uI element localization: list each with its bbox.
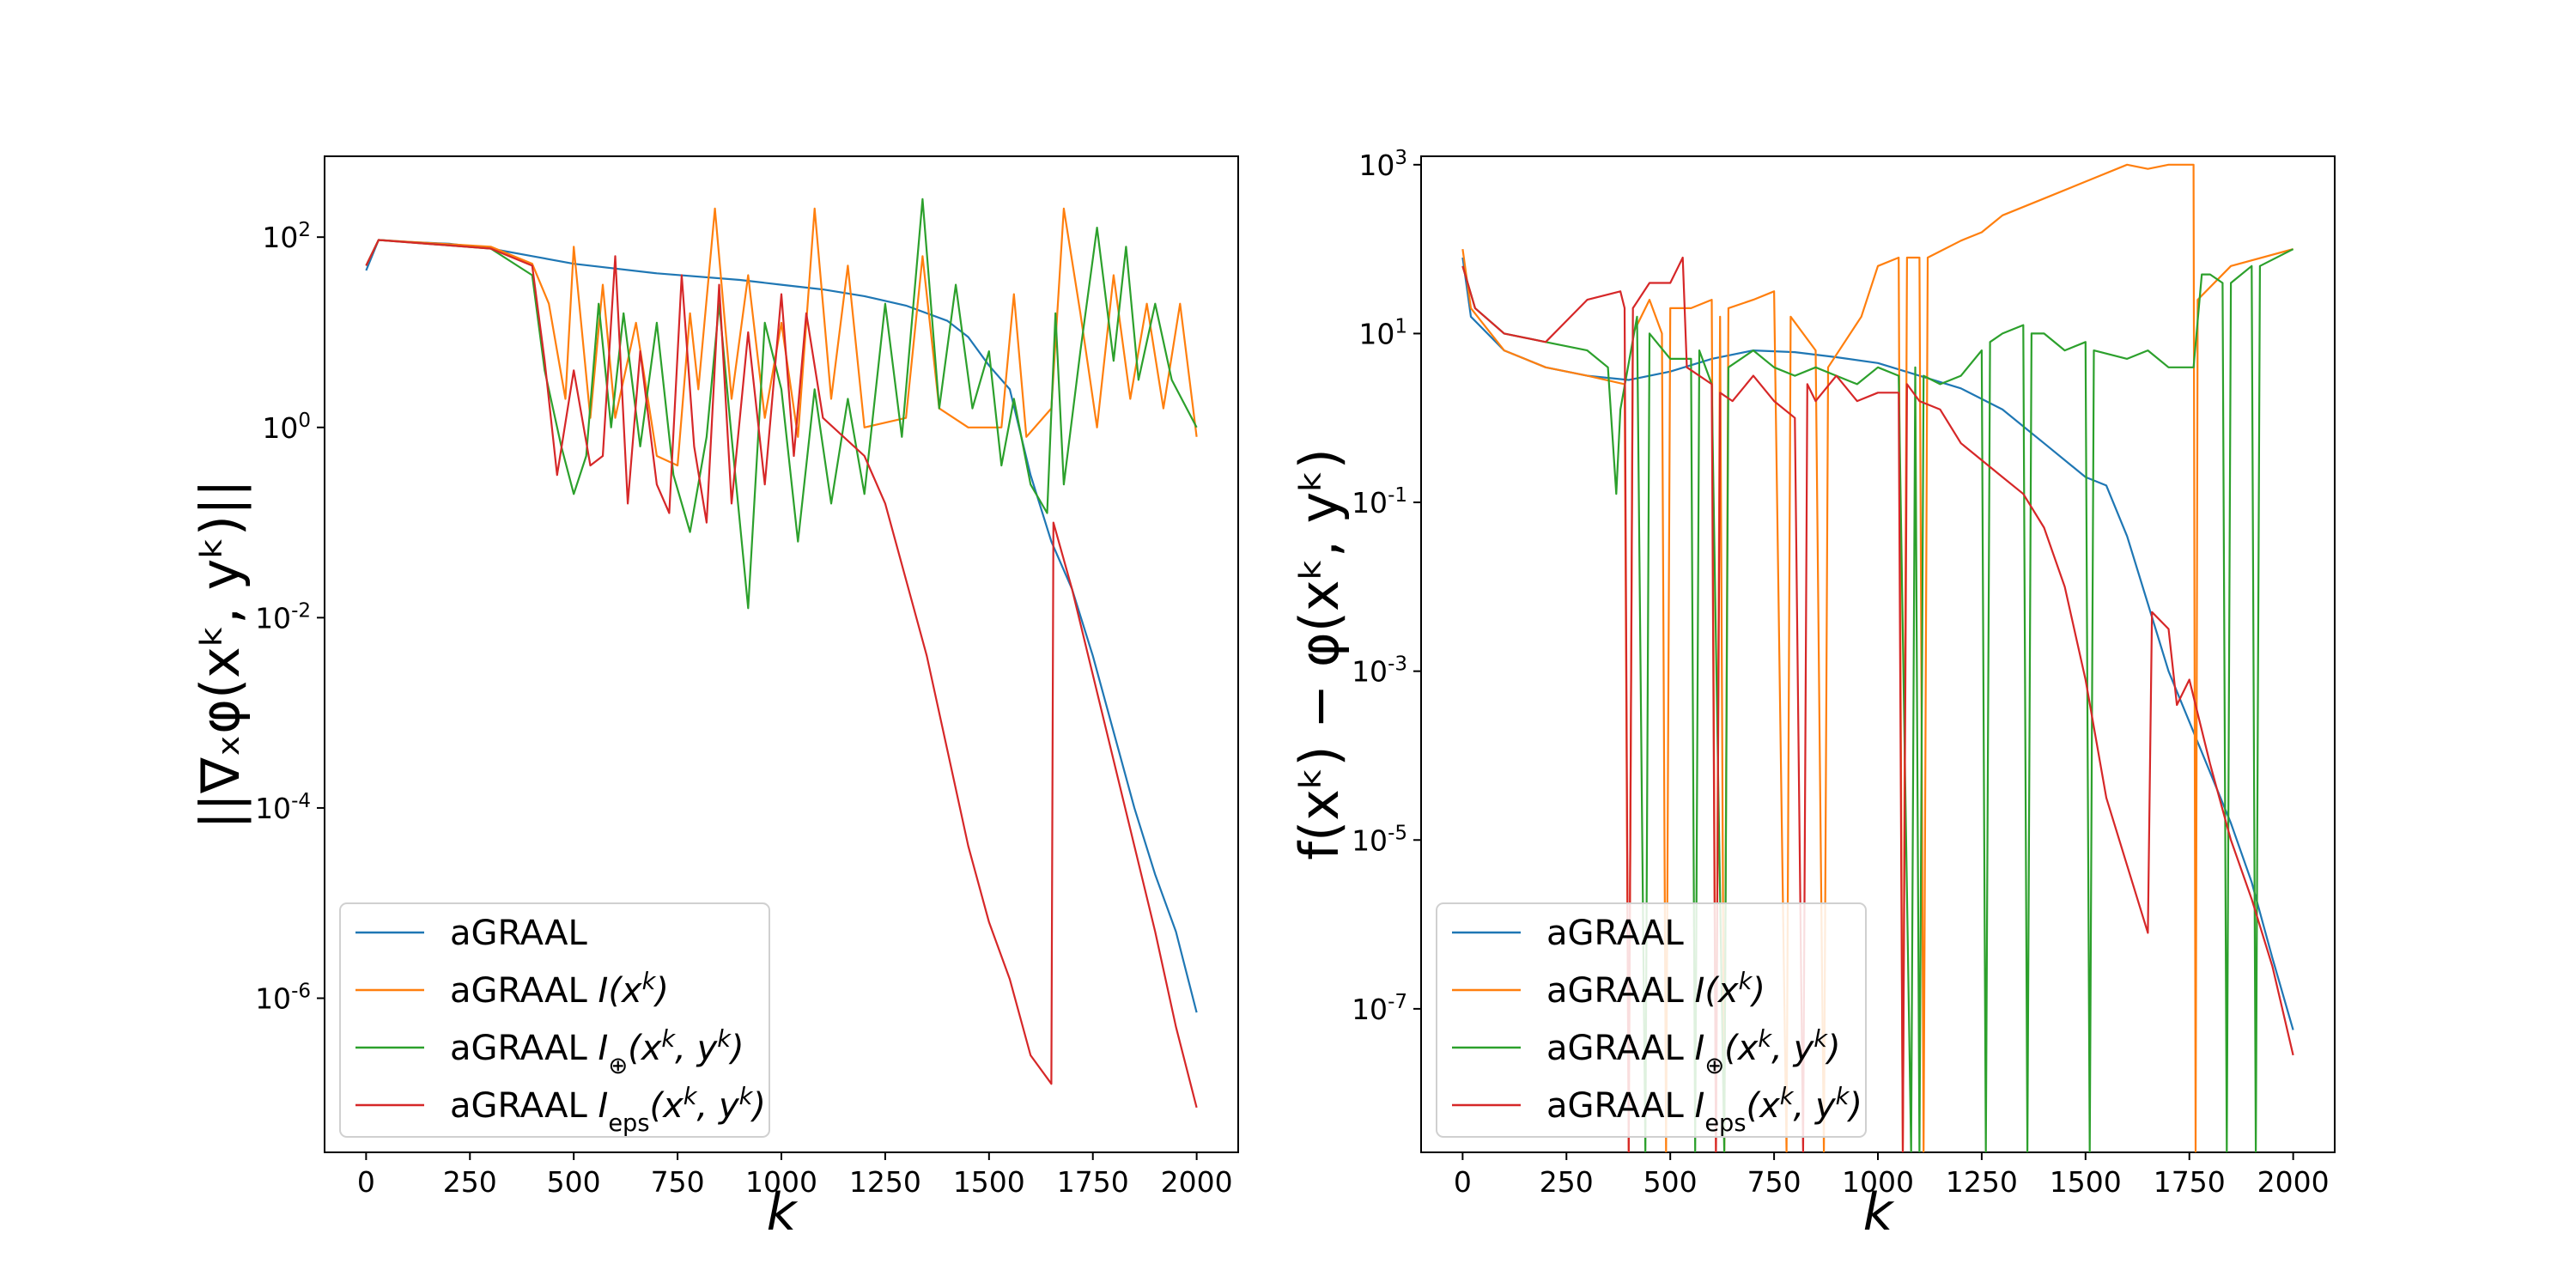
y-tick-label: 101: [1358, 315, 1407, 350]
y-tick-label: 10-5: [1352, 822, 1407, 857]
x-ticks-right: 0 250 500 750 1000 1250 1500 1750 2000: [1454, 1152, 2330, 1199]
x-tick-label: 0: [357, 1165, 375, 1199]
x-ticks-left: 0 250 500 750 1000 1250 1500 1750 2000: [357, 1152, 1233, 1199]
series-line-left-4: [365, 239, 1198, 1109]
y-tick-label: 100: [262, 410, 311, 445]
series-line-left-3: [365, 197, 1198, 610]
y-ticks-left: 102 100 10-2 10-4 10-6: [255, 219, 325, 1016]
y-tick-label: 10-2: [255, 599, 311, 635]
legend-box: [339, 902, 770, 1138]
x-tick-label: 500: [1643, 1165, 1698, 1199]
x-tick-label: 2000: [2257, 1165, 2330, 1199]
y-axis-label-left: ||∇ₓφ(xᵏ, yᵏ)||: [189, 479, 252, 829]
series-group-left: [365, 197, 1198, 1109]
legend-box: [1436, 902, 1867, 1138]
y-tick-label: 103: [1358, 147, 1407, 182]
series-group-right: [1461, 163, 2294, 1152]
legend-label-agraal_Iplus: aGRAAL I⊕(xk, yk): [450, 1026, 744, 1079]
series-line-right-1: [1461, 257, 2294, 1030]
x-tick-label: 750: [1747, 1165, 1801, 1199]
legend-left: aGRAAL aGRAAL I(xk) aGRAAL I⊕(xk, yk)aGRAA…: [339, 902, 770, 1138]
series-line-right-3: [1461, 248, 2294, 1152]
y-tick-label: 10-4: [255, 790, 311, 825]
x-tick-label: 0: [1454, 1165, 1472, 1199]
chart-left: 0 250 500 750 1000 1250 1500 1750 2000 102 100 10-…: [189, 155, 1239, 1242]
y-axis-label-right: f(xᵏ) − φ(xᵏ, yᵏ): [1288, 448, 1351, 860]
x-axis-label-left: k: [767, 1182, 799, 1242]
x-tick-label: 1000: [1842, 1165, 1914, 1199]
legend-label-agraal_I: aGRAAL I(xk): [1546, 969, 1765, 1012]
x-tick-label: 1500: [953, 1165, 1025, 1199]
y-ticks-right: 103 101 10-1 10-3 10-5 10-7: [1352, 147, 1421, 1026]
x-tick-label: 2000: [1161, 1165, 1233, 1199]
series-line-right-4: [1461, 256, 2294, 1152]
legend-label-agraal_I: aGRAAL I(xk): [450, 969, 669, 1012]
legend-label-agraal: aGRAAL: [1546, 914, 1685, 953]
x-tick-label: 250: [1540, 1165, 1594, 1199]
y-tick-label: 10-3: [1352, 653, 1407, 689]
x-tick-label: 750: [651, 1165, 705, 1199]
y-tick-label: 102: [262, 219, 311, 254]
series-line-left-1: [365, 239, 1198, 1013]
series-line-left-2: [365, 207, 1198, 467]
x-axis-label-right: k: [1863, 1182, 1895, 1242]
x-tick-label: 1000: [745, 1165, 817, 1199]
x-tick-label: 1250: [849, 1165, 921, 1199]
legend-label-agraal_Iplus: aGRAAL I⊕(xk, yk): [1546, 1026, 1841, 1079]
x-tick-label: 1250: [1946, 1165, 2018, 1199]
series-line-right-2: [1461, 163, 2293, 1152]
x-tick-label: 250: [443, 1165, 497, 1199]
chart-right: 0 250 500 750 1000 1250 1500 1750 2000 103 101 10-…: [1288, 147, 2336, 1242]
legend-label-agraal_Ieps: aGRAAL Ieps(xk, yk): [1546, 1084, 1862, 1137]
x-tick-label: 500: [547, 1165, 601, 1199]
legend-label-agraal_Ieps: aGRAAL Ieps(xk, yk): [450, 1084, 766, 1137]
y-tick-label: 10-7: [1352, 991, 1407, 1026]
y-tick-label: 10-1: [1352, 484, 1407, 519]
legend-right: aGRAAL aGRAAL I(xk) aGRAAL I⊕(xk, yk)aGRAA…: [1436, 902, 1867, 1138]
x-tick-label: 1750: [1057, 1165, 1129, 1199]
legend-label-agraal: aGRAAL: [450, 914, 588, 953]
y-tick-label: 10-6: [255, 981, 311, 1016]
x-tick-label: 1750: [2154, 1165, 2226, 1199]
x-tick-label: 1500: [2050, 1165, 2122, 1199]
